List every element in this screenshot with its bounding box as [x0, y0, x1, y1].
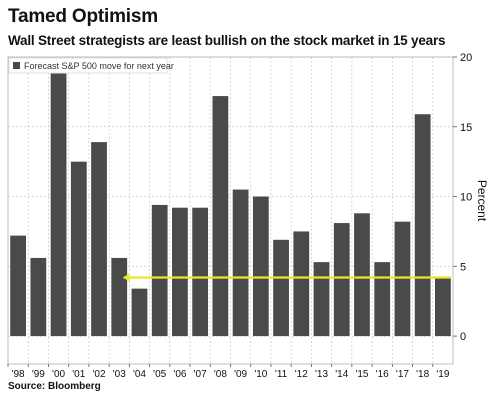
x-tick-label: '06	[173, 369, 186, 380]
bar	[10, 235, 27, 337]
bar	[252, 196, 269, 337]
bar	[273, 239, 289, 337]
x-tick-label: '07	[194, 369, 207, 380]
x-tick-label: '02	[92, 369, 105, 380]
bar	[192, 207, 209, 337]
x-tick-label: '16	[376, 369, 389, 380]
y-tick-label: 10	[460, 192, 472, 204]
x-tick-label: '03	[113, 369, 126, 380]
x-tick-label: '99	[32, 369, 45, 380]
x-tick-label: '15	[355, 369, 368, 380]
x-tick-label: '19	[436, 369, 449, 380]
bar	[232, 189, 249, 337]
x-tick-label: '04	[133, 369, 146, 380]
chart-title: Tamed Optimism	[8, 6, 158, 27]
bar	[70, 161, 87, 337]
bar-layer	[10, 70, 451, 337]
source-note: Source: Bloomberg	[8, 381, 101, 392]
x-tick-label: '98	[12, 369, 25, 380]
grid-layer	[8, 56, 453, 364]
y-tick-label: 5	[460, 261, 466, 273]
bar	[50, 70, 67, 337]
x-tick-label: '11	[275, 369, 288, 380]
bar	[374, 262, 391, 337]
bar	[30, 257, 47, 337]
y-tick-label: 20	[460, 52, 472, 64]
bar	[313, 262, 330, 337]
reference-arrow	[122, 273, 130, 282]
bar	[354, 213, 370, 337]
bar	[131, 288, 148, 337]
x-tick-label: '00	[52, 369, 65, 380]
bar	[111, 257, 128, 337]
x-tick-label: '18	[416, 369, 429, 380]
y-axis-label: Percent	[475, 180, 489, 222]
x-tick-label: '09	[234, 369, 247, 380]
x-tick-label: '12	[295, 369, 308, 380]
bar	[434, 277, 451, 337]
x-tick-label: '10	[254, 369, 267, 380]
legend-label: Forecast S&P 500 move for next year	[24, 61, 174, 71]
x-tick-label: '01	[72, 369, 85, 380]
x-tick-labels: '98 '99 '00 '01 '02 '03 '04 '05 '06 '07 '08 '09 '10 '…	[7, 364, 450, 380]
legend: Forecast S&P 500 move for next year	[8, 57, 174, 74]
bar	[172, 207, 188, 337]
bar	[293, 231, 310, 337]
bar	[91, 142, 107, 337]
x-tick-label: '13	[315, 369, 328, 380]
bar	[333, 223, 350, 337]
reference-line-layer	[122, 273, 451, 282]
bar	[212, 96, 229, 337]
x-tick-label: '14	[335, 369, 348, 380]
bar	[394, 221, 411, 337]
y-tick-labels: 0 5 10 15 20	[453, 52, 472, 343]
x-tick-label: '08	[214, 369, 227, 380]
chart-subtitle: Wall Street strategists are least bullis…	[8, 33, 446, 48]
bar	[151, 204, 168, 337]
legend-box	[8, 57, 168, 74]
y-tick-label: 0	[460, 331, 466, 343]
x-tick-label: '17	[396, 369, 409, 380]
y-tick-label: 15	[460, 122, 472, 134]
legend-swatch	[13, 62, 20, 69]
bar	[414, 114, 431, 337]
x-tick-label: '05	[153, 369, 166, 380]
